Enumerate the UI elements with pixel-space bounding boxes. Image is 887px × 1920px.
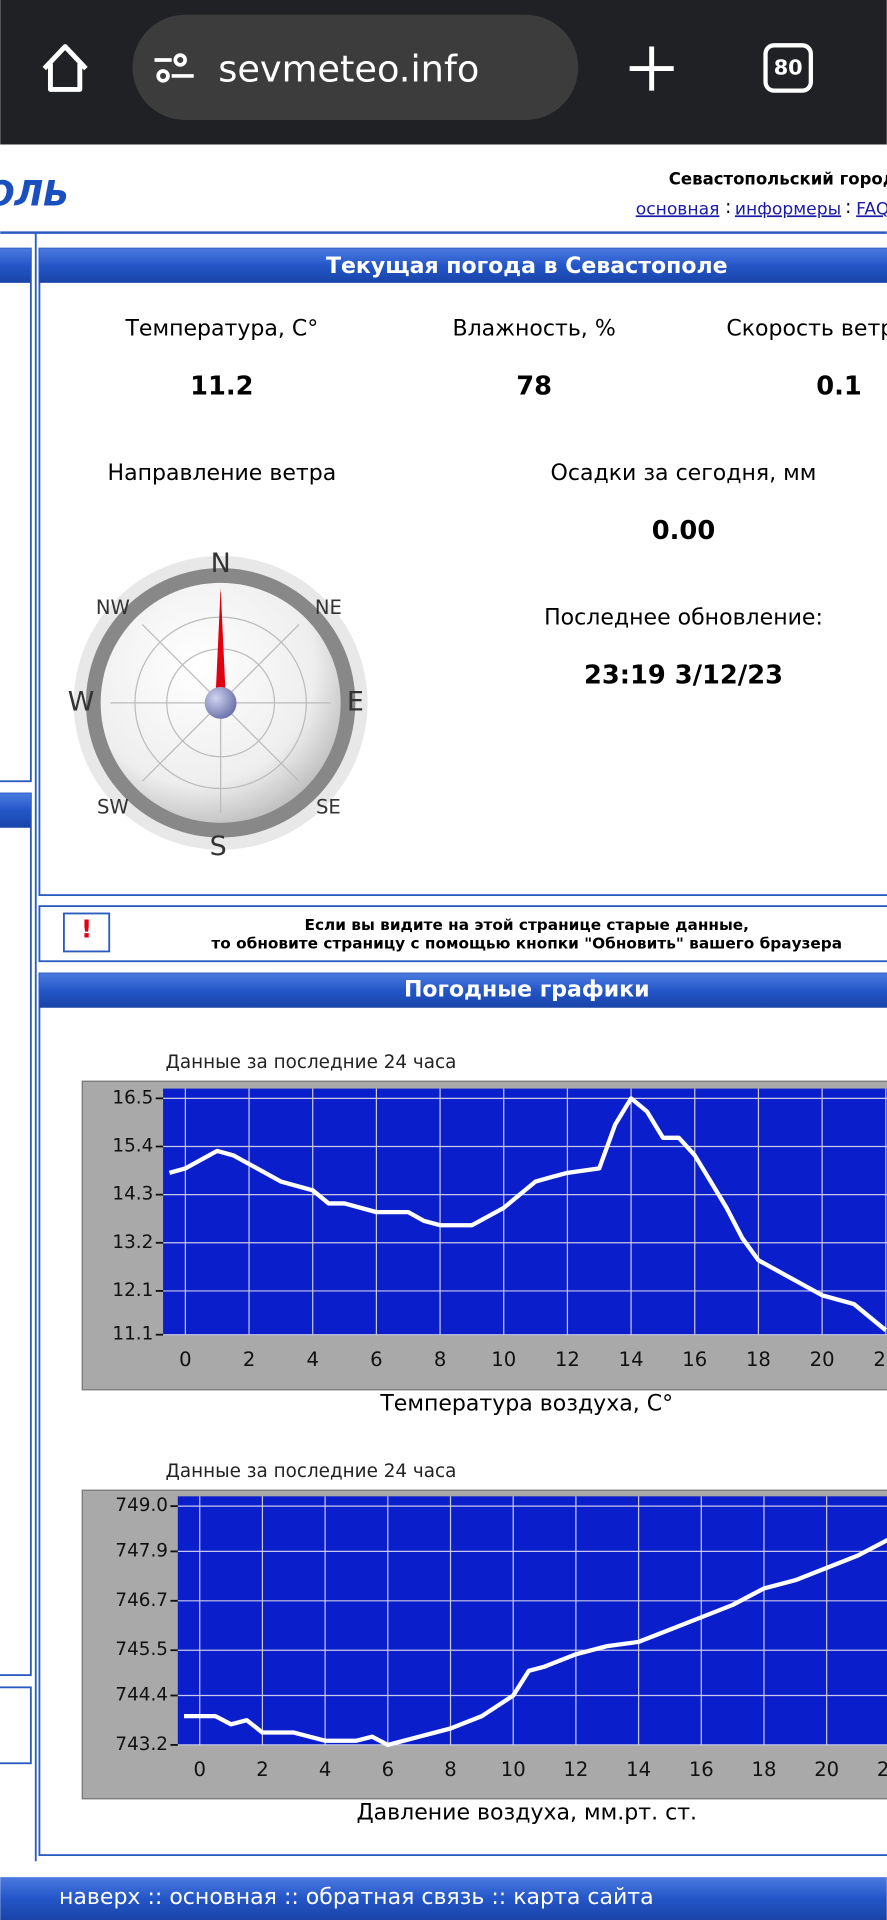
y-tick-label: 11.1 [112,1324,153,1345]
current-header [39,248,887,283]
site-info-icon[interactable] [154,53,194,83]
field-label: Температура, С° [124,316,318,341]
x-tick-label: 16 [689,1758,714,1781]
x-tick-label: 14 [619,1348,644,1371]
graphs-header [39,973,887,1008]
update-value: 23:19 3/12/23 [584,660,783,690]
x-tick-label: 18 [752,1758,777,1781]
x-tick-label: 22 [873,1348,887,1371]
x-tick-label: 16 [682,1348,707,1371]
x-tick-label: 2 [256,1758,268,1781]
url[interactable]: sevmeteo.info [218,48,479,91]
tab-switcher[interactable] [763,43,813,93]
footer-bar [0,1877,887,1920]
notice-line: то обновите страницу с помощью кнопки "О… [211,935,842,953]
y-tick-label: 14.3 [112,1184,153,1205]
x-tick-label: 12 [563,1758,588,1781]
y-tick-label: 746.7 [115,1590,168,1611]
notice-line: Если вы видите на этой странице старые д… [305,916,749,934]
x-tick-label: 14 [626,1758,651,1781]
x-tick-label: 4 [306,1348,318,1371]
compass-label: S [210,831,227,862]
plot-area [177,1496,887,1745]
sidebar-box [0,247,32,783]
y-tick-label: 747.9 [115,1540,168,1561]
precip-value: 0.00 [652,516,715,546]
x-tick-label: 8 [434,1348,446,1371]
precip-label: Осадки за сегодня, мм [551,461,817,486]
field-value: 0.1 [816,371,862,401]
x-tick-label: 8 [444,1758,456,1781]
compass-label: SE [316,796,341,819]
notice-icon: ! [81,915,92,944]
graphs-title: Погодные графики [404,978,650,1003]
y-tick-label: 744.4 [115,1684,168,1705]
x-tick-label: 4 [319,1758,331,1781]
notice-icon-box [62,912,111,953]
x-tick-label: 0 [193,1758,205,1781]
wind-label: Направление ветра [108,461,337,486]
compass-label: NW [96,596,130,619]
field-value: 11.2 [190,371,253,401]
chart-caption: Давление воздуха, мм.рт. ст. [356,1800,697,1825]
compass-label: W [68,686,95,717]
sidebar-header [0,793,31,828]
sidebar-box [0,792,32,1677]
field-label: Влажность, % [452,316,615,341]
nav-separator: : [845,197,851,218]
compass: N NE E SE S SW W NW [68,548,368,862]
compass-label: NE [315,596,342,619]
y-tick-label: 12.1 [112,1280,153,1301]
chart-subtitle: Данные за последние 24 часа [166,1052,457,1073]
field-value: 78 [516,371,552,401]
x-tick-label: 10 [501,1758,526,1781]
nav-link[interactable]: FAQ [856,199,887,219]
update-label: Последнее обновление: [544,605,823,630]
sidebar-box [0,1686,32,1765]
logo[interactable]: ОЛЬ [0,174,69,214]
y-tick-label: 13.2 [112,1232,153,1253]
nav-link[interactable]: информеры [735,199,841,219]
y-tick-label: 749.0 [115,1495,168,1516]
x-tick-label: 2 [243,1348,255,1371]
tab-count[interactable]: 80 [774,56,803,80]
nav-separator: : [725,197,731,218]
y-tick-label: 743.2 [115,1734,168,1755]
nav-link[interactable]: основная [636,199,720,219]
chart-subtitle: Данные за последние 24 часа [166,1461,457,1482]
compass-label: E [347,686,364,717]
address-bar[interactable] [132,14,579,120]
y-tick-label: 16.5 [112,1087,153,1108]
compass-hub [204,686,237,719]
home-button[interactable] [42,44,88,92]
plot-area [163,1088,887,1335]
current-title: Текущая погода в Севастополе [326,254,728,279]
x-tick-label: 20 [810,1348,835,1371]
compass-label: SW [97,796,129,819]
compass-needle [215,587,226,694]
y-tick-label: 15.4 [112,1136,153,1157]
x-tick-label: 20 [814,1758,839,1781]
data-line [184,1537,887,1748]
new-tab-button[interactable] [629,46,674,91]
y-tick-label: 745.5 [115,1639,168,1660]
compass-label: N [211,548,231,579]
x-tick-label: 10 [491,1348,516,1371]
x-tick-label: 12 [555,1348,580,1371]
footer-links[interactable]: наверх :: основная :: обратная связь :: … [59,1885,654,1910]
data-line [168,1096,887,1332]
site-title: Севастопольский городо [669,170,887,189]
field-label: Скорость ветра [726,316,887,341]
sidebar-header [0,248,31,283]
x-tick-label: 22 [877,1758,887,1781]
notice-box [38,905,887,963]
x-tick-label: 6 [370,1348,382,1371]
chart-caption: Температура воздуха, С° [379,1391,673,1416]
x-tick-label: 0 [179,1348,191,1371]
x-tick-label: 6 [382,1758,394,1781]
x-tick-label: 18 [746,1348,771,1371]
